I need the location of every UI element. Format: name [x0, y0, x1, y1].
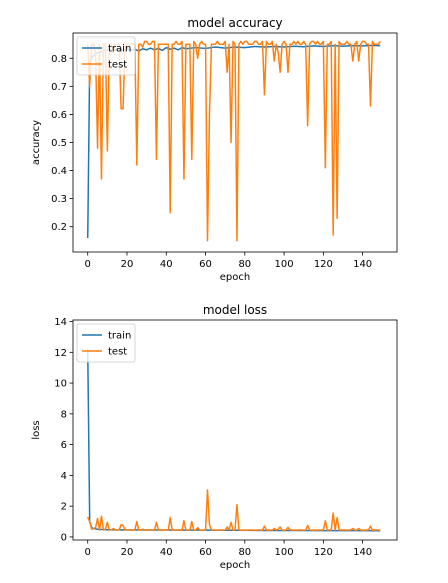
loss-legend-box — [76, 323, 136, 363]
accuracy-legend-box — [76, 36, 136, 76]
accuracy-y-tick-label: 0.3 — [51, 194, 67, 205]
loss-y-tick-label: 8 — [61, 409, 67, 420]
loss-x-axis-label: epoch — [220, 560, 250, 571]
loss-chart: 0 20 40 60 80 100 120 140 0 2 4 6 8 10 12 14 model loss e… — [31, 303, 398, 571]
accuracy-x-tick-label: 0 — [85, 259, 91, 270]
loss-y-tick-label: 14 — [54, 317, 67, 328]
accuracy-legend-train-label: train — [108, 44, 131, 55]
accuracy-x-tick-label: 20 — [121, 259, 134, 270]
accuracy-chart: 0 20 40 60 80 100 120 140 0.2 0.3 0.4 0.5 0.6 0.7 0.8 m… — [31, 16, 398, 283]
accuracy-x-tick-label: 60 — [199, 259, 212, 270]
accuracy-y-tick-label: 0.8 — [51, 54, 67, 65]
accuracy-x-tick-label: 40 — [160, 259, 173, 270]
accuracy-y-tick-label: 0.4 — [51, 166, 67, 177]
loss-legend-test-label: test — [108, 347, 127, 358]
loss-y-tick-label: 12 — [54, 348, 67, 359]
loss-x-tick-label: 140 — [353, 547, 372, 558]
loss-chart-title: model loss — [203, 303, 267, 317]
accuracy-y-tick-label: 0.5 — [51, 138, 67, 149]
loss-y-tick-label: 4 — [61, 471, 67, 482]
accuracy-x-tick-label: 140 — [353, 259, 372, 270]
loss-series-group — [86, 349, 381, 532]
accuracy-legend-test-label: test — [108, 60, 127, 71]
loss-x-tick-label: 0 — [85, 547, 91, 558]
loss-test-line — [87, 489, 381, 531]
loss-x-tick-label: 120 — [314, 547, 333, 558]
loss-y-tick-label: 0 — [61, 532, 67, 543]
loss-x-tick-label: 80 — [238, 547, 251, 558]
accuracy-y-tick-label: 0.6 — [51, 110, 67, 121]
accuracy-y-tick-label: 0.2 — [51, 222, 67, 233]
accuracy-chart-title: model accuracy — [187, 16, 282, 30]
loss-legend-train-label: train — [108, 331, 131, 342]
accuracy-x-tick-label: 120 — [314, 259, 333, 270]
loss-y-axis-label: loss — [31, 420, 42, 439]
accuracy-x-axis-label: epoch — [220, 272, 250, 283]
loss-x-tick-label: 20 — [121, 547, 134, 558]
loss-y-tick-label: 6 — [61, 440, 67, 451]
accuracy-test-line — [86, 40, 381, 242]
accuracy-y-axis-label: accuracy — [31, 120, 42, 165]
loss-axes-frame — [72, 319, 398, 541]
loss-y-tick-label: 10 — [54, 379, 67, 390]
loss-y-tick-label: 2 — [61, 502, 67, 513]
loss-x-tick-label: 60 — [199, 547, 212, 558]
accuracy-x-tick-label: 80 — [238, 259, 251, 270]
accuracy-y-tick-label: 0.7 — [51, 82, 67, 93]
loss-x-tick-label: 100 — [275, 547, 294, 558]
accuracy-x-tick-label: 100 — [275, 259, 294, 270]
loss-x-tick-label: 40 — [160, 547, 173, 558]
